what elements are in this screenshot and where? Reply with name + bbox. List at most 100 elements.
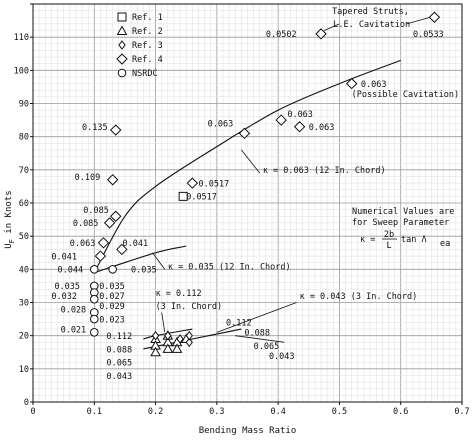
annotation-label: 0.088 — [244, 329, 270, 339]
x-tick-label: 0.7 — [454, 407, 469, 417]
annotation-label: 0.112 — [226, 319, 252, 329]
data-point-diamond — [315, 28, 327, 40]
note-formula-denominator: L — [386, 241, 391, 251]
data-point-triangle — [150, 346, 161, 357]
annotation-label: 0.043 — [269, 352, 295, 362]
annotation-label: 0.032 — [51, 292, 77, 302]
leader-line — [406, 16, 431, 25]
annotation-label: 0.063 — [287, 110, 313, 120]
fit-curve — [93, 59, 401, 273]
annotation-label: 0.065 — [107, 359, 133, 369]
note-formula-prefix: κ = — [360, 235, 375, 245]
data-point-diamond-small — [185, 330, 193, 341]
legend-marker-triangle — [116, 25, 128, 35]
y-axis-label: UF in Knots — [4, 190, 16, 248]
x-tick-label: 0.1 — [87, 407, 102, 417]
y-tick-label: 70 — [19, 166, 29, 176]
leader-lines — [152, 16, 431, 343]
annotation-label: 0.0517 — [198, 179, 229, 189]
note-line: Numerical Values are — [352, 207, 454, 217]
data-point-triangle — [171, 343, 183, 353]
annotation-label: (3 In. Chord) — [156, 302, 223, 312]
annotation-label: 0.021 — [61, 325, 87, 335]
y-tick-label: 40 — [19, 265, 29, 275]
annotation-label: 0.0517 — [186, 193, 217, 203]
annotation-label: 0.135 — [82, 123, 108, 133]
legend-marker-square — [117, 12, 127, 22]
legend: Ref. 1 Ref. 2 Ref. 3 Ref. 4 NSRDC — [116, 12, 163, 79]
annotation-label: 0.063 — [361, 80, 387, 90]
data-point-diamond — [116, 243, 128, 256]
data-point-circle — [89, 328, 99, 337]
annotation-label: 0.112 — [107, 332, 133, 342]
data-point-circle — [89, 265, 99, 274]
note-line: for Sweep Parameter — [352, 218, 449, 228]
data-point-diamond — [293, 121, 306, 133]
annotation-label: 0.023 — [99, 315, 125, 325]
legend-marker-diamond — [116, 53, 128, 65]
annotation-label: (Possible Cavitation) — [352, 90, 459, 100]
annotation-label: Tapered Struts, — [332, 7, 409, 17]
annotation-label: κ = 0.063 (12 In. Chord) — [263, 166, 386, 176]
annotation-label: L.E. Cavitation — [333, 20, 410, 30]
data-point-diamond-small — [164, 330, 172, 341]
legend-label: Ref. 1 — [132, 13, 163, 23]
leader-line — [241, 149, 261, 174]
annotation-label: 0.027 — [99, 292, 125, 302]
annotation-label: 0.029 — [99, 302, 125, 312]
data-point-circle — [89, 314, 99, 324]
legend-label: NSRDC — [132, 69, 158, 79]
data-point-diamond — [97, 237, 110, 249]
y-tick-label: 20 — [19, 332, 29, 342]
note-formula-suffix: tan Λ — [401, 235, 427, 245]
annotations: Tapered Struts, L.E. Cavitation 0.0502 0.05… — [51, 7, 459, 382]
annotation-label: 0.035 — [54, 282, 80, 292]
annotation-label: 0.109 — [75, 173, 101, 183]
legend-marker-circle — [117, 68, 127, 78]
fit-curves — [93, 59, 401, 350]
data-point-diamond — [110, 124, 122, 136]
x-tick-label: 0.3 — [209, 407, 224, 417]
annotation-label: 0.0533 — [413, 30, 444, 40]
annotation-label: 0.0502 — [266, 30, 297, 40]
legend-marker-diamond-small — [118, 40, 126, 50]
annotation-label: 0.063 — [208, 120, 234, 130]
data-point-diamond — [110, 210, 122, 222]
y-tick-label: 60 — [19, 199, 29, 209]
data-point-diamond — [275, 114, 287, 126]
annotation-label: 0.041 — [51, 252, 77, 262]
annotation-label: κ = 0.035 (12 In. Chord) — [168, 262, 291, 272]
data-point-diamond — [103, 217, 116, 229]
annotation-label: 0.043 — [107, 372, 133, 382]
x-axis-label: Bending Mass Ratio — [199, 426, 297, 436]
y-tick-label: 100 — [14, 66, 29, 76]
annotation-label: κ = 0.043 (3 In. Chord) — [300, 292, 418, 302]
annotation-label: 0.035 — [99, 282, 125, 292]
leader-line — [152, 252, 166, 270]
annotation-label: 0.028 — [61, 305, 87, 315]
leader-line — [235, 335, 285, 343]
data-point-diamond — [428, 11, 441, 23]
data-point-circle — [108, 265, 117, 274]
data-point-diamond — [238, 127, 251, 140]
annotation-label: 0.065 — [254, 342, 280, 352]
legend-label: Ref. 4 — [132, 55, 163, 65]
y-tick-label: 110 — [14, 33, 29, 43]
annotation-label: 0.088 — [107, 345, 133, 355]
y-tick-label: 30 — [19, 299, 29, 309]
leader-line — [323, 23, 340, 31]
x-tick-label: 0 — [30, 407, 35, 417]
data-point-triangle — [162, 343, 174, 353]
note-formula-subscript: ea — [440, 239, 450, 249]
annotation-label: 0.085 — [73, 219, 99, 229]
data-points — [89, 11, 441, 357]
data-point-diamond-small — [185, 337, 193, 348]
axis-ticks: 0 0.1 0.2 0.3 0.4 0.5 0.6 0.7 0 10 20 30 40 50 60 70 80 9… — [14, 3, 470, 417]
data-point-diamond — [186, 177, 199, 189]
y-tick-label: 80 — [19, 133, 29, 143]
annotation-label: 0.085 — [83, 206, 109, 216]
legend-label: Ref. 3 — [132, 41, 163, 51]
note-formula-numerator: 2b — [384, 230, 394, 240]
annotation-label: 0.063 — [309, 123, 335, 133]
